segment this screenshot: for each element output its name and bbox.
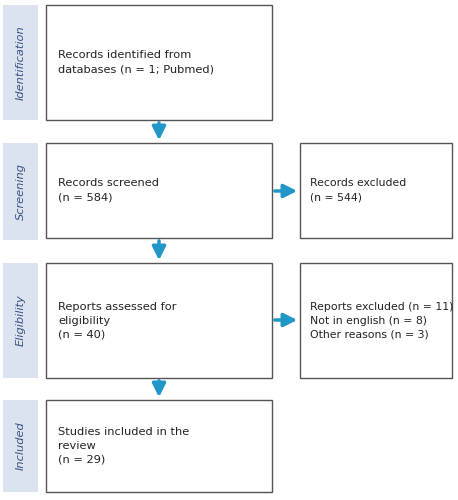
Bar [3, 5, 38, 120]
Text: Screening: Screening [16, 163, 26, 220]
Text: Records excluded
(n = 544): Records excluded (n = 544) [310, 178, 406, 203]
Bar [46, 5, 272, 120]
Text: Records screened
(n = 584): Records screened (n = 584) [58, 178, 159, 203]
Bar [46, 143, 272, 238]
Bar [3, 143, 38, 240]
Bar [46, 263, 272, 378]
Bar [3, 263, 38, 378]
Bar [300, 143, 452, 238]
Bar [300, 263, 452, 378]
Text: Studies included in the
review
(n = 29): Studies included in the review (n = 29) [58, 427, 189, 465]
Text: Eligibility: Eligibility [16, 294, 26, 346]
Text: Identification: Identification [16, 25, 26, 100]
Text: Reports assessed for
eligibility
(n = 40): Reports assessed for eligibility (n = 40… [58, 302, 176, 340]
Bar [46, 400, 272, 492]
Text: Records identified from
databases (n = 1; Pubmed): Records identified from databases (n = 1… [58, 50, 214, 74]
Bar [3, 400, 38, 492]
Text: Reports excluded (n = 11)
Not in english (n = 8)
Other reasons (n = 3): Reports excluded (n = 11) Not in english… [310, 302, 453, 340]
Text: Included: Included [16, 422, 26, 470]
